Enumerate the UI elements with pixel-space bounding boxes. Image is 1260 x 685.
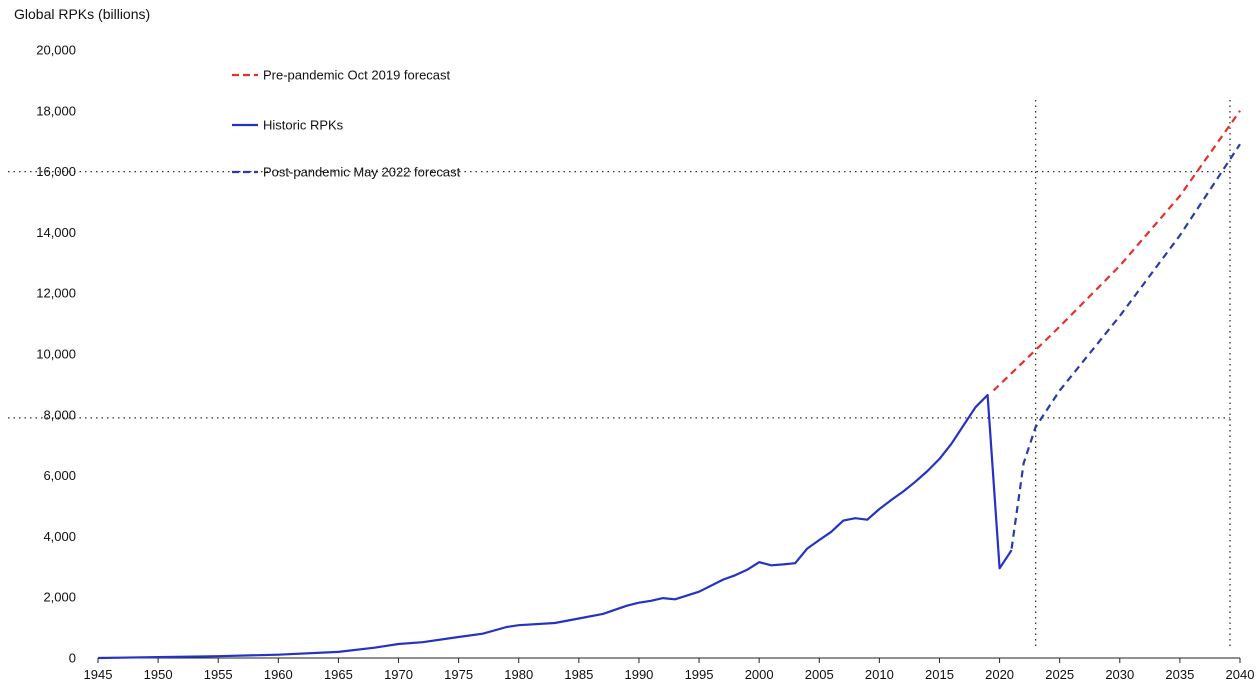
y-tick-label: 0 <box>69 651 76 666</box>
x-tick-label: 1990 <box>624 667 653 682</box>
y-tick-label: 18,000 <box>36 103 76 118</box>
x-tick-label: 2020 <box>985 667 1014 682</box>
x-tick-label: 1960 <box>264 667 293 682</box>
y-axis-title: Global RPKs (billions) <box>14 6 151 22</box>
x-tick-label: 2005 <box>805 667 834 682</box>
x-tick-label: 2040 <box>1226 667 1255 682</box>
series-line-2 <box>1010 143 1241 549</box>
x-tick-label: 1965 <box>324 667 353 682</box>
x-tick-label: 1955 <box>204 667 233 682</box>
x-tick-label: 1950 <box>144 667 173 682</box>
y-tick-label: 4,000 <box>43 529 76 544</box>
x-tick-label: 1980 <box>504 667 533 682</box>
x-tick-label: 1985 <box>564 667 593 682</box>
y-tick-label: 10,000 <box>36 347 76 362</box>
x-tick-label: 2000 <box>745 667 774 682</box>
y-tick-label: 20,000 <box>36 43 76 58</box>
legend-label-2: Post-pandemic May 2022 forecast <box>263 165 461 180</box>
x-tick-label: 2035 <box>1165 667 1194 682</box>
legend: Pre-pandemic Oct 2019 forecast Historic R… <box>232 68 461 180</box>
x-tick-label: 2030 <box>1105 667 1134 682</box>
reference-lines <box>8 100 1231 648</box>
x-tick-label: 2015 <box>925 667 954 682</box>
y-tick-label: 14,000 <box>36 225 76 240</box>
axes: 1945 1950 1955 1960 1965 1970 1975 1980 1985 1990… <box>36 43 1254 683</box>
y-tick-label: 12,000 <box>36 286 76 301</box>
x-tick-label: 2025 <box>1045 667 1074 682</box>
x-tick-label: 2010 <box>865 667 894 682</box>
x-tick-label: 1945 <box>84 667 113 682</box>
x-tick-label: 1970 <box>384 667 413 682</box>
series-lines <box>97 110 1241 660</box>
y-tick-label: 6,000 <box>43 468 76 483</box>
x-tick-label: 1995 <box>685 667 714 682</box>
y-tick-label: 8,000 <box>43 407 76 422</box>
legend-label-1: Historic RPKs <box>263 118 344 133</box>
y-tick-label: 2,000 <box>43 590 76 605</box>
series-line-1 <box>97 393 1013 660</box>
series-line-0 <box>992 110 1241 392</box>
x-tick-label: 1975 <box>444 667 473 682</box>
y-tick-label: 16,000 <box>36 164 76 179</box>
legend-label-0: Pre-pandemic Oct 2019 forecast <box>263 68 451 83</box>
